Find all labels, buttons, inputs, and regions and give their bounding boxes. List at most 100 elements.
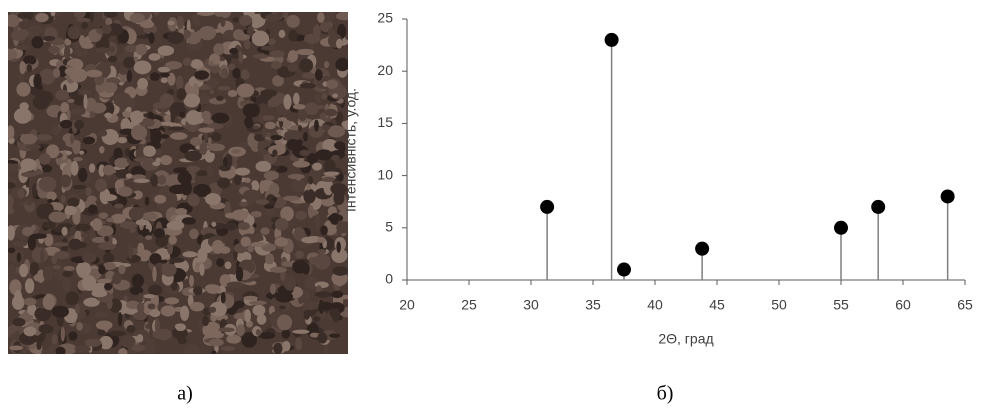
soil-grain [167,32,184,44]
soil-grain [336,12,353,20]
soil-grain [193,286,203,295]
y-tick-label: 25 [377,10,393,26]
soil-grain [247,133,256,147]
x-tick-label: 40 [647,297,663,313]
soil-grain [109,46,115,53]
soil-grain [68,25,81,39]
soil-grain [17,12,30,19]
soil-grain [170,132,188,140]
soil-grain [145,235,152,240]
soil-grain [35,350,42,355]
soil-grain [64,46,71,60]
y-tick-label: 10 [377,166,393,182]
soil-grain [216,96,223,101]
soil-grain [249,301,267,306]
soil-grain [227,281,244,288]
soil-grain [271,135,282,141]
soil-grain [72,140,80,154]
soil-grain [54,251,69,259]
soil-grain [137,35,150,39]
soil-grain [35,13,48,23]
soil-grain [335,58,349,71]
y-tick-label: 20 [377,62,393,78]
soil-grain [123,57,135,69]
soil-photo [0,5,354,360]
soil-grain [316,149,333,160]
soil-grain [74,6,86,18]
soil-grain [175,208,187,215]
soil-grain [178,172,192,184]
soil-grain [197,11,215,16]
soil-grain [18,189,25,199]
soil-grain [243,296,258,300]
soil-grain [332,308,341,322]
soil-grain [38,324,53,333]
soil-grain [283,196,300,201]
soil-grain [218,327,234,332]
soil-grain [301,237,318,244]
soil-grain [314,119,319,131]
soil-grain [149,53,161,60]
soil-grain [315,69,323,81]
soil-grain [275,291,293,303]
page: {"panels": ["а)", "б)"], "chart_data": {… [0,0,987,416]
soil-grain [97,130,107,137]
soil-grain [271,61,282,69]
soil-grain [272,150,277,156]
soil-grain [26,199,33,206]
soil-grain [313,316,321,322]
soil-grain [43,265,54,281]
soil-grain [61,195,66,203]
soil-grain [76,18,90,22]
soil-grain [232,68,240,79]
soil-grain [211,350,216,356]
soil-grain [14,108,32,124]
soil-grain [17,252,21,262]
soil-grain [259,115,263,124]
soil-grain [273,343,282,355]
soil-grain [145,197,150,206]
soil-grain [201,111,211,121]
soil-grain [160,155,172,165]
soil-grain [304,34,320,44]
soil-grain [295,211,307,220]
soil-grain [25,278,34,293]
soil-grain [35,134,52,141]
soil-grain [53,68,60,78]
y-tick-label: 15 [377,114,393,130]
soil-grain [286,15,299,28]
soil-grain [315,94,321,104]
soil-grain [225,261,232,269]
soil-grain [158,175,167,185]
soil-grain [136,44,147,56]
soil-grain [89,163,95,172]
soil-grain [184,344,200,356]
soil-grain [243,103,260,117]
soil-grain [299,59,313,73]
soil-grain [91,290,107,297]
soil-grain [104,283,112,290]
soil-grain [39,153,51,164]
soil-grain [65,206,77,215]
soil-grain [63,266,75,271]
soil-grain [239,15,252,26]
soil-grain [225,212,240,218]
soil-grain [250,242,265,247]
soil-grain [182,251,197,257]
soil-grain [82,275,97,291]
soil-grain [303,189,315,204]
data-point [941,189,955,203]
soil-grain [19,61,25,74]
soil-grain [83,137,95,145]
soil-grain [279,305,286,309]
soil-grain [209,65,220,73]
soil-grain [168,235,177,244]
x-tick-label: 25 [461,297,477,313]
soil-grain [302,72,316,79]
soil-grain [114,158,129,169]
soil-grain [24,326,37,336]
soil-grain [184,151,202,162]
soil-grain [143,212,158,220]
soil-grain [252,305,265,316]
soil-grain [154,195,166,204]
